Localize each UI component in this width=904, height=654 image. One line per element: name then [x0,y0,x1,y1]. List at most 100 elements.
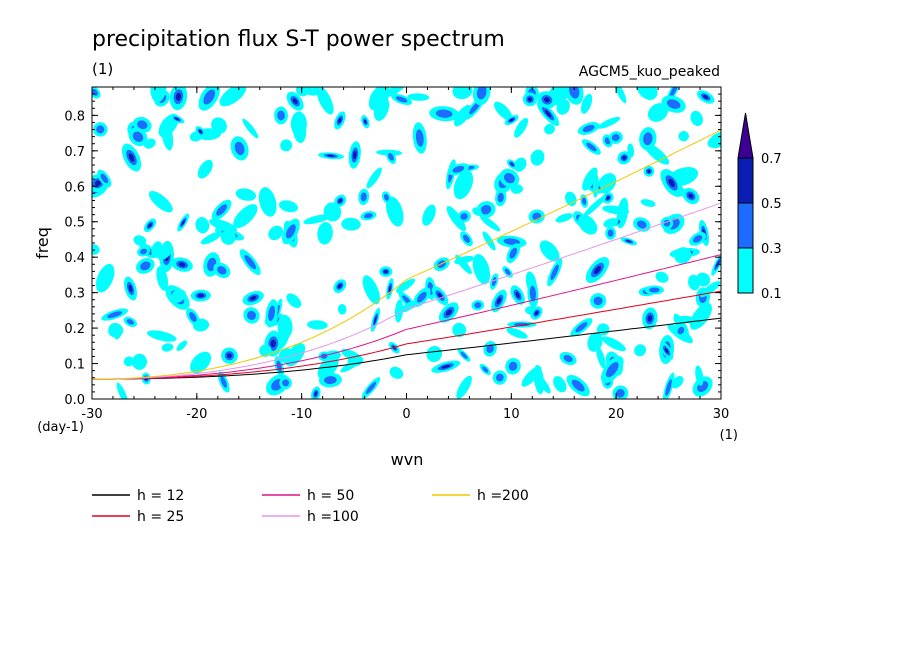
power-blob [565,191,577,207]
power-blob [198,87,220,111]
power-blob [660,168,683,197]
power-blob [278,200,299,213]
power-blob [617,151,632,165]
power-blob [644,285,664,295]
power-blob [482,231,496,251]
power-blob [690,110,703,126]
power-blob [636,87,658,100]
power-blob [114,327,123,340]
power-blob [514,117,529,138]
power-blob [513,157,527,172]
y-tick-label: 0.1 [64,358,85,373]
power-blob [170,289,186,303]
power-blob [510,184,523,194]
power-blob [601,336,626,352]
power-blob [577,214,598,235]
power-blob [133,235,147,246]
power-blob [522,92,538,107]
power-blob [696,272,711,287]
power-blob [407,93,430,101]
power-blob [286,91,304,111]
power-blob [121,143,142,172]
colorbar-label: 0.1 [761,287,782,302]
colorbar-label: 0.7 [761,152,782,167]
power-blob [711,252,721,276]
power-blob [682,187,700,205]
power-blob [396,278,416,293]
power-blob [583,195,607,218]
power-blob [195,126,206,138]
colorbar-label: 0.5 [761,197,782,212]
power-blob [491,289,507,313]
power-blob [559,351,577,366]
power-blob [494,101,513,121]
power-blob [233,204,258,229]
power-blob [479,363,491,376]
power-blob [633,217,651,232]
power-blob [580,194,588,208]
power-blob [381,191,392,204]
power-blob [213,262,231,279]
x-tick-label: 0 [402,407,410,422]
power-blob [235,188,257,201]
power-blob [603,218,619,228]
power-blob [483,341,497,357]
power-blob [447,163,470,176]
power-blob [495,188,507,207]
power-blob [566,374,590,397]
power-blob [379,266,393,277]
power-blob [221,347,238,364]
power-blob [499,168,520,188]
power-blob [530,306,543,320]
power-blob [480,215,501,232]
power-blob [362,275,380,305]
power-blob [136,257,155,274]
power-blob [176,340,188,352]
power-blob [539,240,560,262]
power-blob [587,332,603,352]
power-blob [456,375,472,399]
dispersion-curve [92,202,721,380]
power-blob [634,344,647,357]
power-blob [274,106,288,125]
power-blob [697,90,715,104]
power-blob [161,119,174,151]
model-label: AGCM5_kuo_peaked [579,64,720,80]
power-blob [243,307,260,324]
power-blob [678,131,689,142]
power-blob [612,385,629,399]
colorbar-segment [737,157,754,204]
power-blob [659,341,674,360]
power-blob [258,187,277,217]
power-blob [137,246,151,257]
power-blob [361,115,370,129]
power-blob [422,204,436,226]
colorbar: 0.1 0.3 0.5 0.7 [737,112,782,302]
power-blob [555,213,573,223]
power-blob [662,372,675,399]
power-blob [268,225,284,241]
power-blob [506,327,528,339]
power-blob [386,196,404,227]
power-blob [143,218,157,233]
power-blob [340,357,363,373]
power-blob [169,87,188,111]
legend-label: h = 12 [137,488,184,504]
power-blob [689,232,707,246]
power-blob [608,131,623,144]
power-blob [190,289,211,302]
power-blob [452,87,473,100]
power-blob [453,169,474,200]
power-blob [147,330,177,342]
power-blob [211,199,232,221]
power-blob [97,169,112,188]
power-blob [195,217,210,234]
power-blob [639,127,657,151]
colorbar-extend-triangle [737,112,754,159]
x-axis-unit: (1) [720,428,738,443]
power-blob [348,141,361,169]
power-blob [307,320,328,330]
power-blob [489,273,499,290]
power-blob [148,190,173,213]
